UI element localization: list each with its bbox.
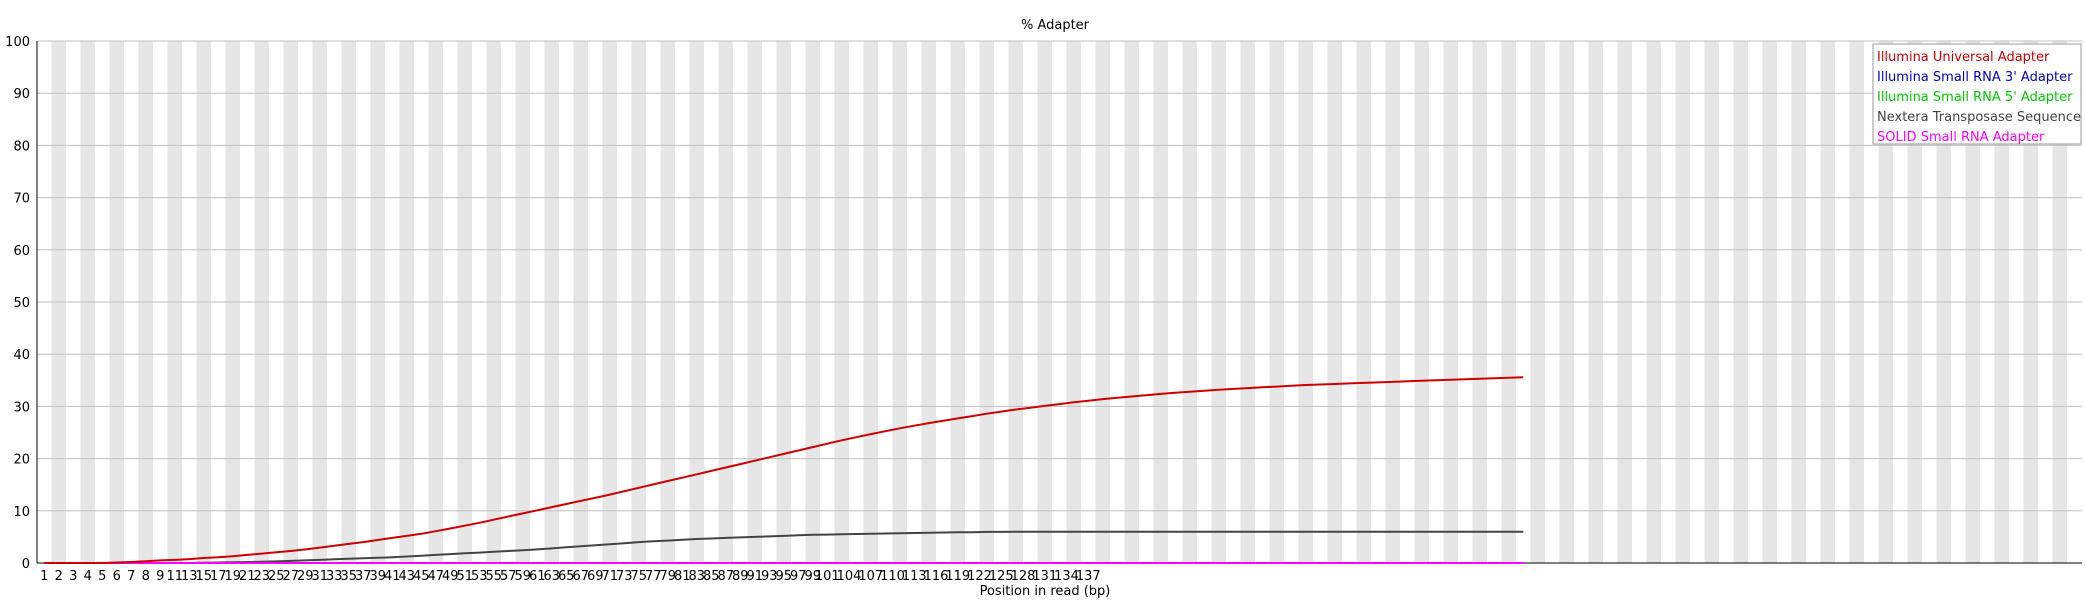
x-tick-label: 55 bbox=[485, 569, 502, 584]
y-tick-label: 40 bbox=[13, 348, 30, 363]
x-tick-label: 53 bbox=[471, 569, 488, 584]
x-tick-label: 23 bbox=[253, 569, 270, 584]
x-tick-label: 21 bbox=[239, 569, 256, 584]
x-tick-label: 17 bbox=[210, 569, 227, 584]
x-tick-label: 43 bbox=[398, 569, 415, 584]
x-tick-label: 83 bbox=[688, 569, 705, 584]
chart-title: % Adapter bbox=[1021, 18, 1090, 33]
legend-entry: Nextera Transposase Sequence bbox=[1877, 110, 2081, 125]
x-tick-label: 116 bbox=[924, 569, 949, 584]
x-axis-label: Position in read (bp) bbox=[980, 584, 1111, 599]
x-tick-label: 47 bbox=[427, 569, 444, 584]
y-tick-label: 80 bbox=[13, 139, 30, 154]
x-tick-label: 71 bbox=[601, 569, 618, 584]
x-tick-label: 91 bbox=[746, 569, 763, 584]
x-tick-label: 107 bbox=[858, 569, 883, 584]
x-tick-label: 131 bbox=[1032, 569, 1057, 584]
x-tick-label: 101 bbox=[815, 569, 840, 584]
x-tick-label: 35 bbox=[340, 569, 357, 584]
legend-entry: SOLID Small RNA Adapter bbox=[1877, 130, 2045, 145]
y-tick-labels: 0 10 20 30 40 50 60 70 80 90 100 bbox=[5, 35, 30, 572]
x-tick-label: 57 bbox=[500, 569, 517, 584]
x-tick-label: 29 bbox=[297, 569, 314, 584]
y-tick-label: 20 bbox=[13, 453, 30, 468]
y-tick-label: 50 bbox=[13, 296, 30, 311]
x-tick-label: 79 bbox=[659, 569, 676, 584]
x-tick-label: 122 bbox=[967, 569, 992, 584]
x-tick-label: 110 bbox=[880, 569, 905, 584]
x-tick-label: 104 bbox=[837, 569, 862, 584]
series-line bbox=[44, 530, 1524, 564]
x-tick-label: 97 bbox=[790, 569, 807, 584]
x-tick-label: 81 bbox=[674, 569, 691, 584]
x-tick-labels: 1 2 3 4 5 6 7 8 9 1113151719212325272931333537394… bbox=[40, 569, 1101, 584]
series-line bbox=[44, 376, 1524, 564]
x-tick-label: 33 bbox=[326, 569, 343, 584]
x-tick-label: 65 bbox=[558, 569, 575, 584]
legend-entry: Illumina Universal Adapter bbox=[1877, 50, 2050, 65]
x-tick-label: 99 bbox=[804, 569, 821, 584]
y-tick-label: 0 bbox=[22, 557, 30, 572]
x-tick-label: 49 bbox=[442, 569, 459, 584]
x-tick-label: 1 bbox=[40, 569, 48, 584]
legend: Illumina Universal Adapter Illumina Small… bbox=[1872, 43, 2082, 145]
y-tick-label: 30 bbox=[13, 400, 30, 415]
x-tick-label: 61 bbox=[529, 569, 546, 584]
y-tick-label: 10 bbox=[13, 505, 30, 520]
y-tick-label: 70 bbox=[13, 192, 30, 207]
x-tick-label: 113 bbox=[902, 569, 927, 584]
x-tick-label: 8 bbox=[142, 569, 150, 584]
x-tick-label: 15 bbox=[195, 569, 212, 584]
x-tick-label: 73 bbox=[616, 569, 633, 584]
x-tick-label: 2 bbox=[55, 569, 63, 584]
x-tick-label: 11 bbox=[166, 569, 183, 584]
x-tick-label: 63 bbox=[543, 569, 560, 584]
x-tick-label: 31 bbox=[311, 569, 328, 584]
x-tick-label: 5 bbox=[98, 569, 106, 584]
x-tick-label: 41 bbox=[384, 569, 401, 584]
x-tick-label: 75 bbox=[630, 569, 647, 584]
legend-entry: Illumina Small RNA 3' Adapter bbox=[1877, 70, 2073, 85]
x-tick-label: 27 bbox=[282, 569, 299, 584]
x-tick-label: 125 bbox=[989, 569, 1014, 584]
x-tick-label: 93 bbox=[761, 569, 778, 584]
x-tick-label: 59 bbox=[514, 569, 531, 584]
legend-box bbox=[1872, 43, 2082, 145]
x-tick-label: 39 bbox=[369, 569, 386, 584]
x-tick-label: 95 bbox=[775, 569, 792, 584]
x-tick-label: 4 bbox=[84, 569, 92, 584]
x-tick-label: 6 bbox=[113, 569, 121, 584]
x-tick-label: 77 bbox=[645, 569, 662, 584]
x-tick-label: 13 bbox=[181, 569, 198, 584]
x-tick-label: 85 bbox=[703, 569, 720, 584]
y-tick-label: 60 bbox=[13, 244, 30, 259]
x-tick-label: 9 bbox=[156, 569, 164, 584]
x-tick-label: 3 bbox=[69, 569, 77, 584]
x-tick-label: 87 bbox=[717, 569, 734, 584]
x-tick-label: 19 bbox=[224, 569, 241, 584]
x-tick-label: 137 bbox=[1076, 569, 1101, 584]
x-tick-label: 128 bbox=[1011, 569, 1036, 584]
y-tick-label: 90 bbox=[13, 87, 30, 102]
legend-entry: Illumina Small RNA 5' Adapter bbox=[1877, 90, 2073, 105]
x-tick-label: 45 bbox=[413, 569, 430, 584]
x-tick-label: 119 bbox=[945, 569, 970, 584]
y-tick-label: 100 bbox=[5, 35, 30, 50]
x-tick-label: 51 bbox=[456, 569, 473, 584]
x-tick-label: 67 bbox=[572, 569, 589, 584]
x-tick-label: 69 bbox=[587, 569, 604, 584]
x-tick-label: 89 bbox=[732, 569, 749, 584]
x-tick-label: 37 bbox=[355, 569, 372, 584]
series-lines bbox=[44, 376, 1524, 564]
x-tick-label: 134 bbox=[1054, 569, 1079, 584]
x-tick-label: 7 bbox=[127, 569, 135, 584]
x-tick-label: 25 bbox=[268, 569, 285, 584]
